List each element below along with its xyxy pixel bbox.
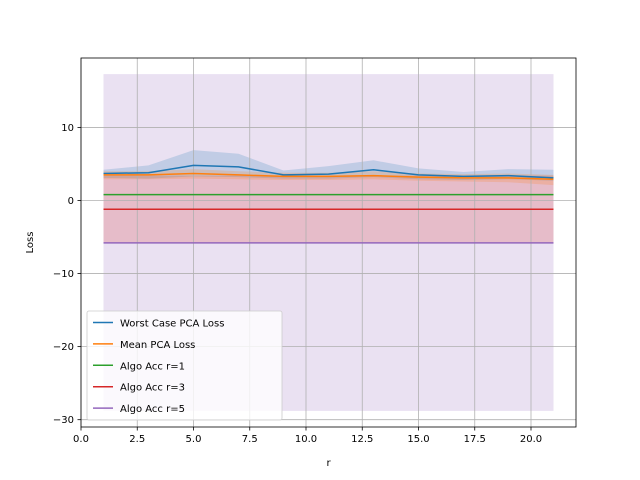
x-tick-label: 12.5 — [351, 434, 373, 445]
x-tick-label: 20.0 — [520, 434, 542, 445]
x-tick-label: 15.0 — [407, 434, 429, 445]
x-tick-label: 5.0 — [186, 434, 202, 445]
legend-label: Algo Acc r=5 — [120, 404, 185, 415]
band-worst-case-pca-loss — [103, 150, 554, 181]
y-tick-label: 10 — [61, 123, 74, 134]
y-tick-label: −10 — [53, 269, 74, 280]
x-axis-ticks: 0.0 2.5 5.0 7.5 10.0 12.5 15.0 17.5 20.0 — [73, 427, 542, 445]
x-tick-label: 10.0 — [295, 434, 317, 445]
x-tick-label: 2.5 — [129, 434, 145, 445]
y-tick-label: −20 — [53, 342, 74, 353]
series-line-worst-case-pca-loss — [103, 164, 554, 179]
legend-label: Algo Acc r=1 — [120, 361, 185, 372]
series-line-mean-pca-loss — [103, 172, 554, 181]
legend-label: Algo Acc r=3 — [120, 383, 185, 394]
x-axis-label: r — [326, 458, 331, 469]
y-axis-ticks: 10 0 −10 −20 −30 — [53, 123, 81, 426]
legend: Worst Case PCA Loss Mean PCA Loss Algo Acc… — [86, 310, 283, 421]
axes-frame — [80, 57, 577, 428]
x-tick-label: 17.5 — [464, 434, 486, 445]
y-axis-label: Loss — [25, 232, 36, 254]
x-tick-label: 7.5 — [242, 434, 258, 445]
y-tick-label: −30 — [53, 415, 74, 426]
y-tick-label: 0 — [68, 196, 74, 207]
legend-label: Mean PCA Loss — [120, 340, 195, 351]
legend-box — [86, 310, 283, 421]
series-lines — [103, 164, 554, 244]
x-tick-label: 0.0 — [73, 434, 89, 445]
legend-label: Worst Case PCA Loss — [120, 319, 224, 330]
